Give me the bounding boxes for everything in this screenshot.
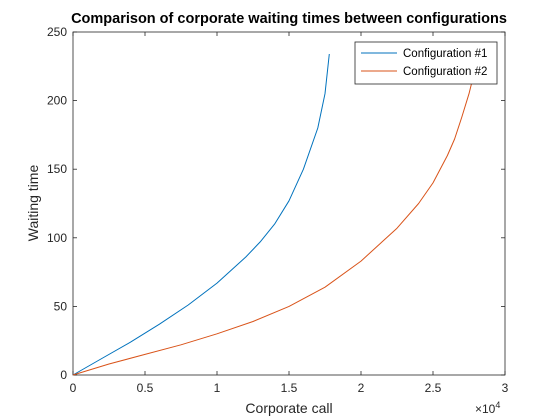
x-tick-label: 3 (502, 381, 509, 395)
x-axis-exponent: ×104 (475, 400, 500, 416)
y-tick-label: 200 (47, 94, 67, 108)
legend-label-1: Configuration #1 (403, 48, 487, 60)
y-tick-label: 150 (47, 162, 67, 176)
legend-box (354, 41, 498, 85)
x-tick-label: 1 (214, 381, 221, 395)
x-tick-label: 2 (358, 381, 365, 395)
series-line-2 (72, 70, 476, 376)
legend-label-2: Configuration #2 (403, 66, 487, 78)
y-axis-ticks: 0 50 100 150 200 250 (47, 25, 505, 382)
chart-title: Comparison of corporate waiting times be… (71, 11, 507, 27)
y-tick-label: 100 (47, 231, 67, 245)
legend: Configuration #1 Configuration #2 (354, 41, 498, 85)
x-tick-label: 2.5 (425, 381, 442, 395)
x-axis-label: Corporate call (245, 400, 332, 416)
series-line-1 (72, 53, 330, 376)
x-axis-ticks: 0 0.5 1 1.5 2 2.5 3 (70, 32, 509, 395)
x-tick-label: 1.5 (281, 381, 298, 395)
y-tick-label: 250 (47, 25, 67, 39)
x-tick-label: 0 (70, 381, 77, 395)
x-axis-exponent-base: ×10 (475, 402, 496, 416)
x-axis-exponent-power: 4 (495, 400, 500, 410)
y-axis-label: Waiting time (25, 165, 41, 242)
series-lines (72, 53, 476, 376)
x-tick-label: 0.5 (137, 381, 154, 395)
plot-area (72, 31, 506, 376)
y-tick-label: 50 (54, 299, 68, 313)
y-tick-label: 0 (60, 368, 67, 382)
